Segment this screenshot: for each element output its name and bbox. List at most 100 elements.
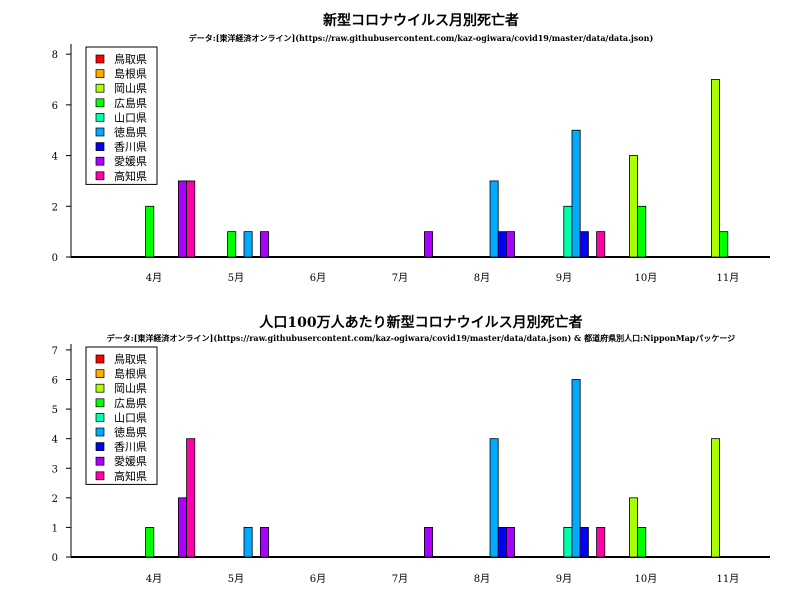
legend-swatch (95, 156, 105, 166)
y-tick-label: 4 (52, 435, 58, 446)
chart-1: 新型コロナウイルス月別死亡者データ:[東洋経済オンライン](https://ra… (52, 12, 770, 284)
x-tick-label: 8月 (474, 573, 490, 585)
chart-2: 人口100万人あたり新型コロナウイルス月別死亡者データ:[東洋経済オンライン](… (52, 314, 770, 585)
y-tick-label: 1 (52, 523, 58, 534)
legend-swatch (95, 142, 105, 151)
bar (497, 231, 507, 258)
legend-swatch (95, 456, 105, 466)
legend-swatch (95, 398, 105, 408)
legend-label: 岡山県 (114, 382, 147, 395)
x-tick-label: 11月 (717, 573, 740, 585)
bar (177, 180, 187, 258)
x-tick-label: 7月 (392, 272, 408, 284)
y-tick-label: 8 (52, 50, 58, 61)
x-tick-label: 5月 (228, 272, 244, 284)
y-tick-label: 6 (52, 376, 58, 387)
bar (637, 527, 647, 558)
legend-label: 愛媛県 (114, 454, 147, 468)
x-tick-label: 6月 (310, 272, 326, 284)
y-tick-label: 2 (52, 202, 58, 213)
chart-subtitle: データ:[東洋経済オンライン](https://raw.githubuserco… (107, 333, 735, 343)
bar (243, 527, 253, 558)
legend-label: 山口県 (114, 111, 147, 124)
bar (571, 379, 581, 558)
legend-swatch (95, 113, 105, 122)
legend-label: 高知県 (114, 169, 147, 183)
bar (505, 231, 515, 258)
x-tick-label: 6月 (310, 573, 326, 585)
legend-label: 徳島県 (114, 125, 147, 139)
bar (177, 497, 187, 558)
x-tick-label: 9月 (556, 573, 572, 585)
legend-swatch (95, 54, 105, 64)
bar (145, 205, 155, 258)
x-tick-label: 5月 (228, 573, 244, 585)
bar (719, 231, 729, 258)
y-tick-label: 4 (52, 152, 58, 163)
legend-swatch (95, 442, 105, 451)
legend-label: 愛媛県 (114, 154, 147, 168)
bar (579, 231, 589, 258)
bar (711, 79, 721, 258)
legend-swatch (95, 127, 105, 137)
y-tick-label: 2 (52, 494, 58, 505)
chart-title: 新型コロナウイルス月別死亡者 (323, 12, 519, 29)
legend-swatch (95, 369, 105, 378)
y-tick-label: 5 (52, 405, 58, 416)
legend-label: 香川県 (114, 141, 147, 154)
legend-label: 高知県 (114, 469, 147, 483)
legend-swatch (95, 354, 105, 364)
x-tick-label: 10月 (635, 272, 658, 284)
legend-label: 山口県 (114, 411, 147, 424)
legend-swatch (95, 471, 105, 481)
bar (259, 231, 269, 258)
x-tick-label: 4月 (146, 272, 162, 284)
x-tick-label: 11月 (717, 272, 740, 284)
legend-swatch (95, 69, 105, 78)
y-tick-label: 3 (52, 464, 58, 475)
chart-subtitle: データ:[東洋経済オンライン](https://raw.githubuserco… (189, 33, 654, 43)
bar (227, 231, 237, 258)
bar (489, 180, 499, 258)
bar (186, 438, 196, 558)
legend-label: 島根県 (114, 367, 147, 381)
x-tick-label: 10月 (635, 573, 658, 585)
bar (259, 527, 269, 558)
bar (497, 527, 507, 558)
bar (563, 205, 573, 258)
x-tick-label: 4月 (146, 573, 162, 585)
y-tick-label: 6 (52, 101, 58, 112)
bar (711, 438, 721, 558)
bar (596, 231, 606, 258)
bar (637, 205, 647, 258)
bar (579, 527, 589, 558)
bar (423, 231, 433, 258)
y-tick-label: 0 (52, 253, 58, 264)
legend-swatch (95, 383, 105, 393)
bar (629, 155, 639, 258)
x-tick-label: 7月 (392, 573, 408, 585)
legend-label: 広島県 (114, 396, 147, 410)
bar (505, 527, 515, 558)
legend-label: 徳島県 (114, 425, 147, 439)
legend-swatch (95, 83, 105, 93)
legend-label: 島根県 (114, 67, 147, 81)
chart-title: 人口100万人あたり新型コロナウイルス月別死亡者 (259, 314, 582, 331)
x-tick-label: 9月 (556, 272, 572, 284)
legend-swatch (95, 413, 105, 422)
legend-label: 鳥取県 (114, 52, 147, 66)
bar (423, 527, 433, 558)
legend-label: 鳥取県 (114, 352, 147, 366)
bar (243, 231, 253, 258)
legend-label: 岡山県 (114, 82, 147, 95)
legend-swatch (95, 427, 105, 437)
x-tick-label: 8月 (474, 272, 490, 284)
bar (571, 129, 581, 258)
y-tick-label: 0 (52, 553, 58, 564)
legend-swatch (95, 171, 105, 181)
legend-swatch (95, 98, 105, 108)
legend-label: 広島県 (114, 96, 147, 110)
bar (489, 438, 499, 558)
